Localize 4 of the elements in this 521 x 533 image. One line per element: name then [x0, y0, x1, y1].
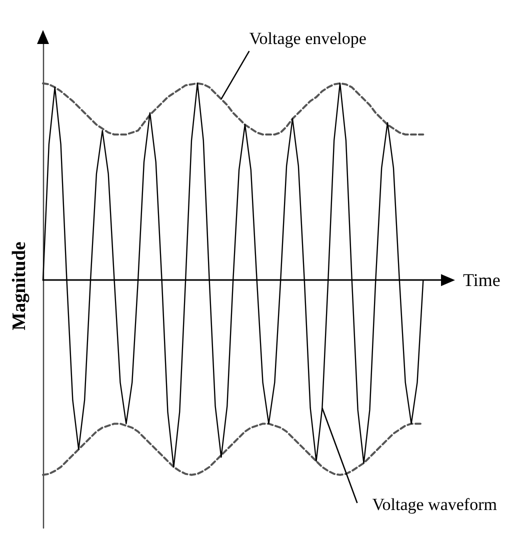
series-label: Voltage waveform	[372, 494, 497, 515]
y-axis-title: Magnitude	[9, 242, 30, 330]
x-axis-title: Time	[463, 270, 500, 290]
text: Voltage envelope	[249, 29, 366, 50]
